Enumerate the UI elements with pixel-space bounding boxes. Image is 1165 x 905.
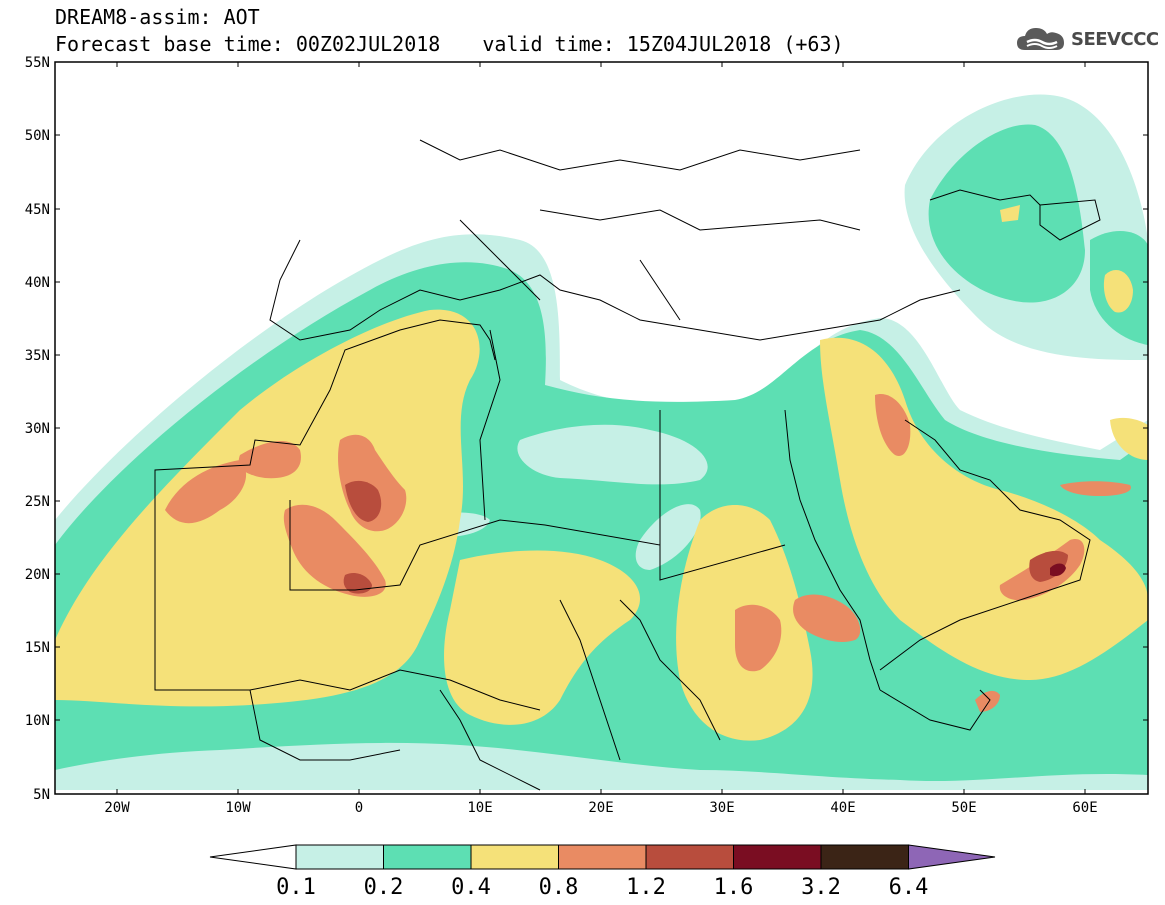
aot-contour-0.4 [55,205,1148,741]
latitude-labels: 55N 50N 45N 40N 35N 30N 25N 20N 15N 10N … [25,55,50,803]
colorbar-right-arrow [908,844,996,870]
colorbar-bin [295,844,384,870]
lon-label: 10W [225,800,251,816]
lon-label: 50E [951,800,976,816]
lat-label: 55N [25,55,50,71]
colorbar-label: 3.2 [801,875,841,900]
colorbar-label: 0.4 [451,875,491,900]
axis-ticks [55,61,1148,794]
colorbar-bin [383,844,472,870]
colorbar-left-arrow [209,844,297,870]
logo-text: SEEVCCC [1071,28,1159,50]
lon-label: 30E [709,800,734,816]
aot-contour-1.6 [1050,563,1066,577]
map-outlines [154,139,1101,791]
longitude-labels: 20W 10W 0 10E 20E 30E 40E 50E 60E [104,800,1097,816]
lat-label: 5N [33,787,50,803]
lon-label: 20E [588,800,613,816]
colorbar-bin [733,844,822,870]
lat-label: 50N [25,128,50,144]
valid-time: valid time: 15Z04JUL2018 (+63) [482,32,844,56]
colorbar-bin [820,844,909,870]
aot-field [55,94,1148,791]
colorbar-bin [470,844,559,870]
base-time: Forecast base time: 00Z02JUL2018 [55,32,441,56]
colorbar: 0.1 0.2 0.4 0.8 1.2 1.6 3.2 6.4 [209,844,996,900]
lat-label: 15N [25,640,50,656]
colorbar-label: 6.4 [889,875,929,900]
colorbar-bin [558,844,647,870]
lon-label: 60E [1072,800,1097,816]
map-title: DREAM8-assim: AOT [55,5,260,29]
colorbar-label: 0.8 [539,875,579,900]
lat-label: 20N [25,567,50,583]
seevccc-logo: SEEVCCC [1015,22,1159,56]
colorbar-label: 0.2 [364,875,404,900]
lon-label: 10E [467,800,492,816]
colorbar-label: 1.2 [626,875,666,900]
lon-label: 20W [104,800,130,816]
lon-label: 0 [355,800,363,816]
colorbar-label: 0.1 [276,875,316,900]
lat-label: 45N [25,202,50,218]
time-info: Forecast base time: 00Z02JUL2018 valid ti… [55,33,844,55]
lon-label: 40E [830,800,855,816]
lat-label: 30N [25,421,50,437]
cloud-icon [1017,28,1064,50]
colorbar-label: 1.6 [714,875,754,900]
lat-label: 25N [25,494,50,510]
lat-label: 35N [25,348,50,364]
colorbar-bin [645,844,734,870]
lat-label: 40N [25,275,50,291]
lat-label: 10N [25,713,50,729]
